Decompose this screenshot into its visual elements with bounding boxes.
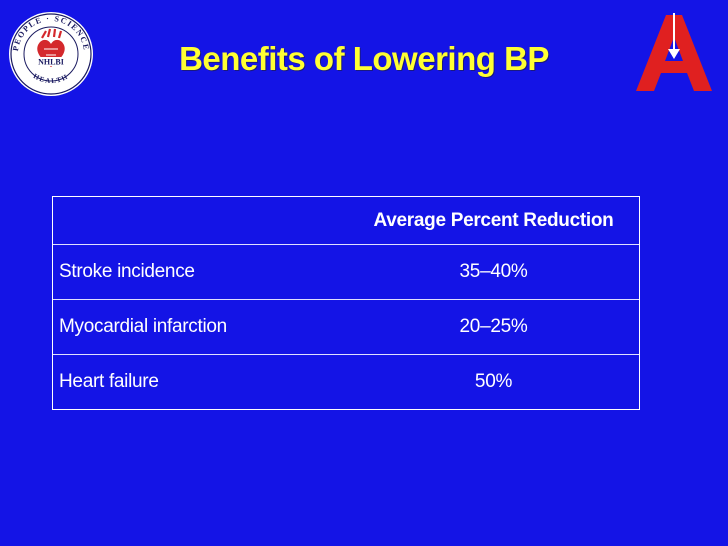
nhlbi-seal-icon: PEOPLE · SCIENCE HEALTH NHLBI [9, 12, 93, 96]
table-row: Stroke incidence 35–40% [53, 245, 639, 300]
table-header-row: Average Percent Reduction [53, 197, 639, 245]
row-label: Myocardial infarction [59, 316, 227, 337]
header-label-cell [53, 197, 348, 244]
header-value-cell: Average Percent Reduction [373, 209, 614, 231]
table-row: Heart failure 50% [53, 355, 639, 409]
row-value: 20–25% [459, 316, 528, 337]
nhlbi-center-text: NHLBI [38, 58, 64, 67]
row-label: Stroke incidence [59, 261, 195, 282]
slide-title: Benefits of Lowering BP [179, 40, 549, 77]
benefits-table: Average Percent Reduction Stroke inciden… [52, 196, 640, 410]
row-value: 35–40% [459, 261, 528, 282]
row-value: 50% [474, 371, 513, 392]
row-label: Heart failure [59, 371, 159, 392]
american-heart-association-icon [636, 13, 712, 91]
table-row: Myocardial infarction 20–25% [53, 300, 639, 355]
